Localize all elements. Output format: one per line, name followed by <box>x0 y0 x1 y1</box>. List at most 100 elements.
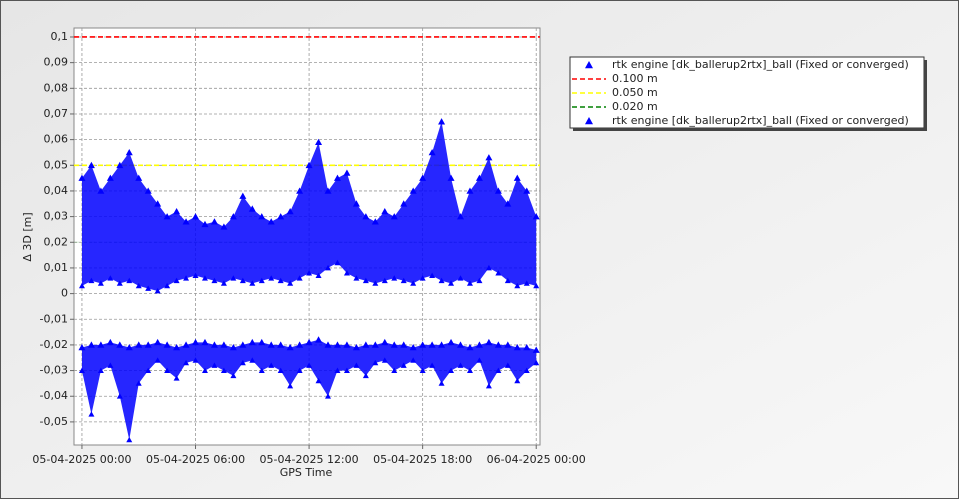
point <box>135 174 143 181</box>
point <box>201 338 209 346</box>
point <box>296 341 304 348</box>
point <box>107 275 114 281</box>
y-tick-label: -0,02 <box>40 338 68 351</box>
point <box>362 213 370 220</box>
point <box>192 338 200 346</box>
point <box>447 174 455 181</box>
x-tick-label: 06-04-2025 00:00 <box>487 453 586 466</box>
point <box>126 436 133 443</box>
point <box>116 341 124 348</box>
point <box>201 220 209 228</box>
point <box>230 372 237 379</box>
point <box>135 341 143 348</box>
point <box>183 359 190 366</box>
point <box>229 213 237 220</box>
point <box>400 277 407 284</box>
point <box>277 341 285 348</box>
point <box>362 372 369 379</box>
point <box>164 282 171 289</box>
point <box>258 213 266 220</box>
point <box>494 341 502 348</box>
legend-shadow <box>573 128 927 131</box>
point <box>419 174 427 181</box>
y-tick-label: 0,08 <box>44 81 69 94</box>
point <box>419 341 427 348</box>
point <box>210 341 218 348</box>
point <box>97 341 105 348</box>
point <box>296 367 303 373</box>
point <box>343 367 350 373</box>
point <box>144 341 152 348</box>
point <box>532 213 540 220</box>
point <box>220 367 227 373</box>
point <box>438 118 446 125</box>
x-tick-label: 05-04-2025 12:00 <box>260 453 359 466</box>
point <box>523 367 530 373</box>
point <box>154 200 162 207</box>
point <box>428 148 436 156</box>
point <box>144 187 152 194</box>
point <box>239 341 247 348</box>
point <box>419 367 426 373</box>
point <box>476 357 483 363</box>
point <box>107 362 114 368</box>
point <box>514 282 521 289</box>
point <box>277 277 284 284</box>
point <box>287 382 294 389</box>
y-tick-label: 0,02 <box>44 235 69 248</box>
point <box>163 213 171 220</box>
point <box>239 359 246 366</box>
point <box>173 343 181 351</box>
point <box>372 359 379 366</box>
legend-label: rtk engine [dk_ballerup2rtx]_ball (Fixed… <box>612 114 909 127</box>
point <box>333 174 341 181</box>
x-tick-label: 05-04-2025 06:00 <box>146 453 245 466</box>
point <box>428 341 436 348</box>
point <box>362 277 369 284</box>
point <box>381 338 389 346</box>
point <box>315 377 322 384</box>
point <box>229 343 237 351</box>
point <box>88 277 95 284</box>
point <box>286 207 294 215</box>
point <box>97 367 104 373</box>
point <box>457 362 464 368</box>
point <box>457 275 464 281</box>
point <box>410 280 417 286</box>
point <box>352 200 360 207</box>
point <box>305 161 313 169</box>
y-tick-label: 0,04 <box>44 184 69 197</box>
point <box>485 264 492 271</box>
point <box>334 259 341 266</box>
point <box>249 280 256 286</box>
point <box>163 341 171 348</box>
point <box>268 275 275 281</box>
point <box>220 341 228 348</box>
point <box>448 367 455 373</box>
point <box>381 357 388 363</box>
point <box>145 285 152 291</box>
point <box>277 367 284 373</box>
point <box>476 277 483 284</box>
legend-label: rtk engine [dk_ballerup2rtx]_ball (Fixed… <box>612 58 909 71</box>
point <box>409 343 417 351</box>
legend <box>569 56 925 129</box>
y-tick-label: 0,05 <box>44 158 69 171</box>
y-tick-label: 0,07 <box>44 107 69 120</box>
point <box>315 272 322 279</box>
point <box>306 270 313 276</box>
point <box>324 341 332 348</box>
point <box>391 367 398 373</box>
point <box>533 282 540 289</box>
point <box>438 341 446 348</box>
point <box>267 218 275 225</box>
point <box>78 367 85 373</box>
point <box>315 336 323 343</box>
point <box>324 187 332 194</box>
point <box>419 275 426 281</box>
point <box>248 338 256 346</box>
point <box>429 362 436 368</box>
point <box>400 362 407 368</box>
point <box>343 341 351 348</box>
